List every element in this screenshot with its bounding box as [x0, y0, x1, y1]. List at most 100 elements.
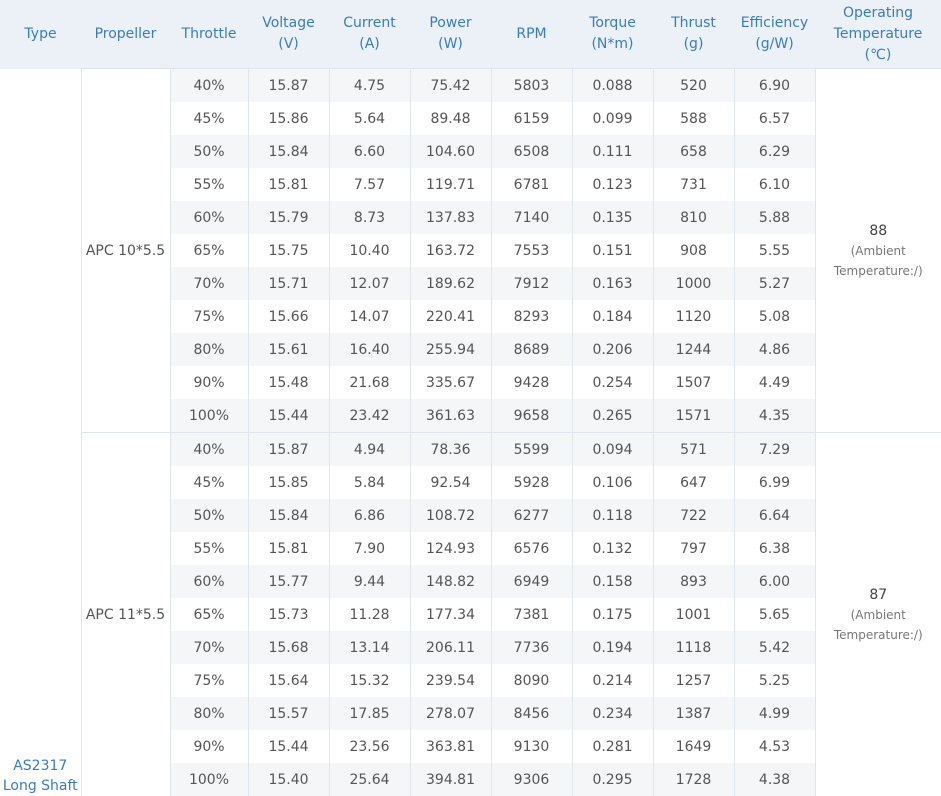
- power-cell: 119.71: [409, 168, 491, 201]
- efficiency-cell: 5.42: [733, 631, 815, 664]
- efficiency-cell: 4.35: [733, 399, 815, 433]
- power-cell: 92.54: [409, 466, 491, 499]
- power-cell: 394.81: [409, 763, 491, 796]
- voltage-cell: 15.66: [247, 300, 329, 333]
- throttle-cell: 80%: [169, 333, 248, 366]
- rpm-cell: 6159: [490, 102, 572, 135]
- table-row: 60% 15.77 9.44 148.82 6949 0.158 893 6.00: [0, 565, 941, 598]
- table-row: AS2317 Long Shaft APC 10*5.5 40% 15.87 4.75 7…: [0, 68, 941, 794]
- power-cell: 363.81: [409, 730, 491, 763]
- current-cell: 23.56: [328, 730, 410, 763]
- throttle-cell: 90%: [169, 366, 248, 399]
- throttle-cell: 70%: [169, 631, 248, 664]
- efficiency-cell: 6.10: [733, 168, 815, 201]
- voltage-cell: 15.48: [247, 366, 329, 399]
- power-cell: 335.67: [409, 366, 491, 399]
- header-throttle: Throttle: [170, 0, 248, 69]
- current-cell: 14.07: [328, 300, 410, 333]
- current-cell: 13.14: [328, 631, 410, 664]
- efficiency-cell: 7.29: [733, 432, 815, 466]
- thrust-cell: 1507: [652, 366, 734, 399]
- efficiency-cell: 6.64: [733, 499, 815, 532]
- thrust-cell: 893: [652, 565, 734, 598]
- temperature-note: (Ambient Temperature:/): [833, 607, 923, 642]
- table-row: APC 11*5.5 40% 15.87 4.94 78.36 5599 0.094 571 7…: [0, 432, 941, 796]
- thrust-cell: 810: [652, 201, 734, 234]
- torque-cell: 0.106: [571, 466, 653, 499]
- thrust-cell: 908: [652, 234, 734, 267]
- torque-cell: 0.175: [571, 598, 653, 631]
- current-cell: 4.94: [328, 432, 410, 466]
- torque-cell: 0.118: [571, 499, 653, 532]
- rpm-cell: 8293: [490, 300, 572, 333]
- current-cell: 6.60: [328, 135, 410, 168]
- torque-cell: 0.151: [571, 234, 653, 267]
- throttle-cell: 65%: [169, 234, 248, 267]
- header-voltage: Voltage (V): [248, 0, 329, 69]
- throttle-cell: 50%: [169, 135, 248, 168]
- rpm-cell: 8456: [490, 697, 572, 730]
- thrust-cell: 731: [652, 168, 734, 201]
- rpm-cell: 6781: [490, 168, 572, 201]
- efficiency-cell: 6.00: [733, 565, 815, 598]
- header-power: Power (W): [410, 0, 491, 69]
- table-row: 90% 15.44 23.56 363.81 9130 0.281 1649 4.53: [0, 730, 941, 763]
- propeller-cell: APC 11*5.5: [80, 432, 170, 796]
- rpm-cell: 7736: [490, 631, 572, 664]
- header-current: Current (A): [329, 0, 410, 69]
- thrust-cell: 1118: [652, 631, 734, 664]
- table-row: 60% 15.79 8.73 137.83 7140 0.135 810 5.88: [0, 201, 941, 234]
- power-cell: 163.72: [409, 234, 491, 267]
- current-cell: 5.64: [328, 102, 410, 135]
- current-cell: 7.90: [328, 532, 410, 565]
- voltage-cell: 15.87: [247, 432, 329, 466]
- thrust-cell: 1571: [652, 399, 734, 433]
- throttle-cell: 90%: [169, 730, 248, 763]
- voltage-cell: 15.85: [247, 466, 329, 499]
- throttle-cell: 100%: [169, 763, 248, 796]
- thrust-cell: 1387: [652, 697, 734, 730]
- table-row: 50% 15.84 6.60 104.60 6508 0.111 658 6.29: [0, 135, 941, 168]
- thrust-cell: 1000: [652, 267, 734, 300]
- torque-cell: 0.123: [571, 168, 653, 201]
- voltage-cell: 15.77: [247, 565, 329, 598]
- torque-cell: 0.214: [571, 664, 653, 697]
- current-cell: 21.68: [328, 366, 410, 399]
- table-header: Type Propeller Throttle Voltage (V) Current …: [0, 0, 941, 69]
- torque-cell: 0.135: [571, 201, 653, 234]
- torque-cell: 0.206: [571, 333, 653, 366]
- power-cell: 137.83: [409, 201, 491, 234]
- efficiency-cell: 4.49: [733, 366, 815, 399]
- rpm-cell: 5599: [490, 432, 572, 466]
- efficiency-cell: 4.53: [733, 730, 815, 763]
- voltage-cell: 15.87: [247, 68, 329, 102]
- thrust-cell: 1257: [652, 664, 734, 697]
- voltage-cell: 15.68: [247, 631, 329, 664]
- voltage-cell: 15.44: [247, 730, 329, 763]
- header-row: Type Propeller Throttle Voltage (V) Current …: [0, 0, 941, 69]
- torque-cell: 0.163: [571, 267, 653, 300]
- torque-cell: 0.184: [571, 300, 653, 333]
- current-cell: 15.32: [328, 664, 410, 697]
- current-cell: 10.40: [328, 234, 410, 267]
- voltage-cell: 15.61: [247, 333, 329, 366]
- rpm-cell: 6949: [490, 565, 572, 598]
- table-row: 55% 15.81 7.57 119.71 6781 0.123 731 6.10: [0, 168, 941, 201]
- efficiency-cell: 4.86: [733, 333, 815, 366]
- temperature-value: 87: [869, 586, 888, 603]
- efficiency-cell: 4.38: [733, 763, 815, 796]
- power-cell: 361.63: [409, 399, 491, 433]
- voltage-cell: 15.64: [247, 664, 329, 697]
- header-propeller: Propeller: [81, 0, 170, 69]
- thrust-cell: 658: [652, 135, 734, 168]
- torque-cell: 0.194: [571, 631, 653, 664]
- rpm-cell: 8689: [490, 333, 572, 366]
- thrust-cell: 797: [652, 532, 734, 565]
- current-cell: 4.75: [328, 68, 410, 102]
- header-operating-temperature: Operating Temperature (℃): [815, 0, 941, 69]
- torque-cell: 0.132: [571, 532, 653, 565]
- power-cell: 239.54: [409, 664, 491, 697]
- type-cell: AS2317 Long Shaft: [2, 758, 78, 794]
- power-cell: 89.48: [409, 102, 491, 135]
- efficiency-cell: 5.65: [733, 598, 815, 631]
